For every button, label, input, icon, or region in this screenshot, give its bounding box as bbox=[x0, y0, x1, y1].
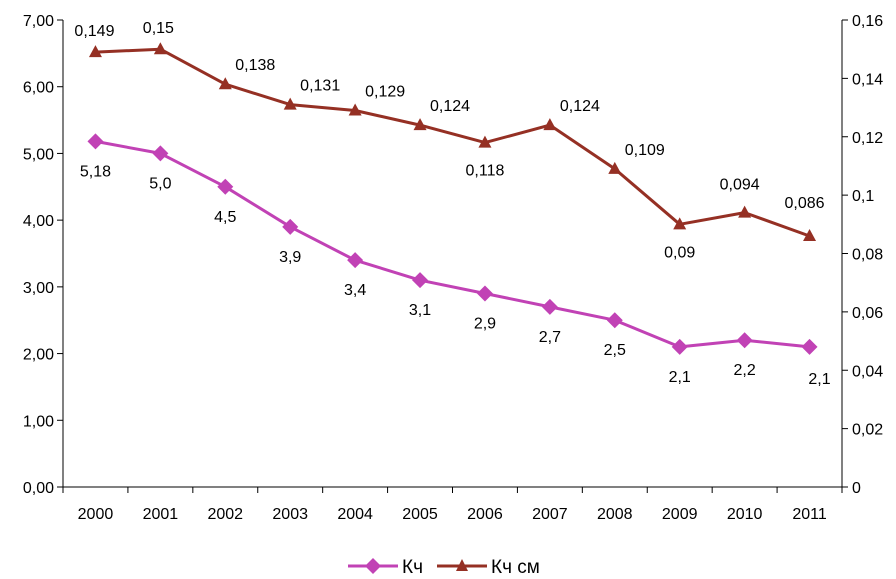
kch-point bbox=[476, 285, 493, 302]
kch-sm-point bbox=[88, 45, 102, 58]
kch-sm-data-label: 0,086 bbox=[785, 195, 825, 212]
kch-sm-point bbox=[543, 118, 557, 131]
series-line-kch bbox=[95, 139, 810, 349]
series-lines bbox=[95, 47, 811, 349]
kch-sm-data-label: 0,138 bbox=[235, 57, 275, 74]
kch-data-label: 2,9 bbox=[474, 316, 496, 333]
kch-sm-point bbox=[218, 77, 232, 90]
left-axis-tick-label: 5,00 bbox=[23, 146, 54, 163]
kch-sm-data-label: 0,149 bbox=[74, 23, 114, 40]
data-labels: 5,18 5,0 4,5 3,9 3,4 3,1 2,9 2,7 2,5 2,1 2,2 2,1 0,1… bbox=[74, 20, 830, 388]
kch-point bbox=[671, 338, 688, 355]
kch-data-label: 3,1 bbox=[409, 302, 431, 319]
kch-sm-data-label: 0,094 bbox=[720, 177, 760, 194]
x-axis-tick-label: 2008 bbox=[597, 506, 633, 523]
x-axis-tick-label: 2000 bbox=[78, 506, 114, 523]
kch-sm-data-label: 0,09 bbox=[664, 244, 695, 261]
left-axis-tick-label: 0,00 bbox=[23, 480, 54, 497]
kch-sm-data-label: 0,118 bbox=[466, 163, 505, 180]
left-axis-tick-label: 7,00 bbox=[23, 13, 54, 30]
kch-data-label: 4,5 bbox=[214, 209, 236, 226]
legend-kchsm-marker bbox=[456, 559, 468, 571]
kch-point bbox=[347, 252, 364, 269]
kch-data-label: 2,2 bbox=[734, 362, 756, 379]
x-axis-tick-label: 2003 bbox=[272, 506, 308, 523]
kch-data-label: 2,1 bbox=[808, 371, 830, 388]
x-axis-tick-label: 2009 bbox=[662, 506, 698, 523]
legend-kchsm-label: Кч см bbox=[491, 557, 540, 578]
kch-data-label: 5,0 bbox=[149, 175, 171, 192]
kch-sm-point bbox=[153, 42, 167, 55]
chart-axes: 0,00 1,00 2,00 3,00 4,00 5,00 6,00 7,00 0 0,02 0,0… bbox=[23, 13, 883, 523]
right-axis-tick-label: 0,06 bbox=[852, 305, 883, 322]
kch-sm-data-label: 0,129 bbox=[365, 83, 405, 100]
kch-point bbox=[412, 272, 429, 289]
x-axis-tick-label: 2006 bbox=[467, 506, 503, 523]
left-axis-tick-label: 4,00 bbox=[23, 213, 54, 230]
kch-data-label: 3,9 bbox=[279, 249, 301, 266]
right-axis-tick-label: 0,02 bbox=[852, 422, 883, 439]
kch-sm-data-label: 0,109 bbox=[625, 142, 665, 159]
x-axis-tick-label: 2005 bbox=[402, 506, 438, 523]
right-axis-tick-label: 0,1 bbox=[852, 188, 874, 205]
left-axis-tick-label: 6,00 bbox=[23, 80, 54, 97]
right-axis-tick-label: 0,08 bbox=[852, 247, 883, 264]
x-axis-tick-label: 2004 bbox=[337, 506, 373, 523]
left-axis-tick-label: 3,00 bbox=[23, 280, 54, 297]
right-axis-tick-label: 0,16 bbox=[852, 13, 883, 30]
kch-point bbox=[217, 178, 234, 195]
series-line-kch-sm bbox=[95, 47, 811, 238]
right-axis-tick-label: 0,14 bbox=[852, 71, 883, 88]
kch-sm-point bbox=[803, 228, 817, 241]
x-axis-tick-label: 2007 bbox=[532, 506, 568, 523]
kch-sm-point bbox=[283, 97, 297, 110]
kch-sm-data-label: 0,124 bbox=[430, 98, 470, 115]
chart-legend: Кч Кч см bbox=[348, 557, 540, 578]
kch-point bbox=[282, 218, 299, 235]
x-axis-tick-label: 2001 bbox=[143, 506, 179, 523]
kch-data-label: 2,5 bbox=[604, 342, 626, 359]
legend-kch-marker bbox=[365, 558, 381, 574]
left-axis-tick-label: 2,00 bbox=[23, 347, 54, 364]
kch-point bbox=[736, 332, 753, 349]
kch-sm-point bbox=[478, 135, 492, 148]
kch-sm-point bbox=[608, 161, 622, 174]
right-axis-tick-label: 0,12 bbox=[852, 130, 883, 147]
kch-data-label: 2,1 bbox=[669, 369, 691, 386]
legend-kch-label: Кч bbox=[402, 557, 423, 578]
kch-point bbox=[541, 298, 558, 315]
series-markers bbox=[87, 42, 818, 355]
kch-point bbox=[87, 133, 104, 150]
left-axis-tick-label: 1,00 bbox=[23, 413, 54, 430]
kch-sm-data-label: 0,124 bbox=[560, 98, 600, 115]
kch-data-label: 2,7 bbox=[539, 329, 561, 346]
kch-sm-point bbox=[673, 217, 687, 230]
x-axis-tick-label: 2011 bbox=[792, 506, 827, 523]
kch-sm-data-label: 0,131 bbox=[300, 78, 340, 95]
kch-sm-point bbox=[413, 118, 427, 131]
kch-point bbox=[801, 338, 818, 355]
x-axis-tick-label: 2002 bbox=[207, 506, 243, 523]
kch-point bbox=[152, 145, 169, 162]
kch-sm-point bbox=[348, 103, 362, 116]
kch-point bbox=[606, 312, 623, 329]
kch-data-label: 5,18 bbox=[80, 163, 111, 180]
kch-sm-data-label: 0,15 bbox=[143, 20, 174, 37]
right-axis-tick-label: 0 bbox=[852, 480, 861, 497]
kch-data-label: 3,4 bbox=[344, 282, 366, 299]
right-axis-tick-label: 0,04 bbox=[852, 363, 883, 380]
kch-sm-point bbox=[738, 205, 752, 218]
x-axis-tick-label: 2010 bbox=[727, 506, 763, 523]
